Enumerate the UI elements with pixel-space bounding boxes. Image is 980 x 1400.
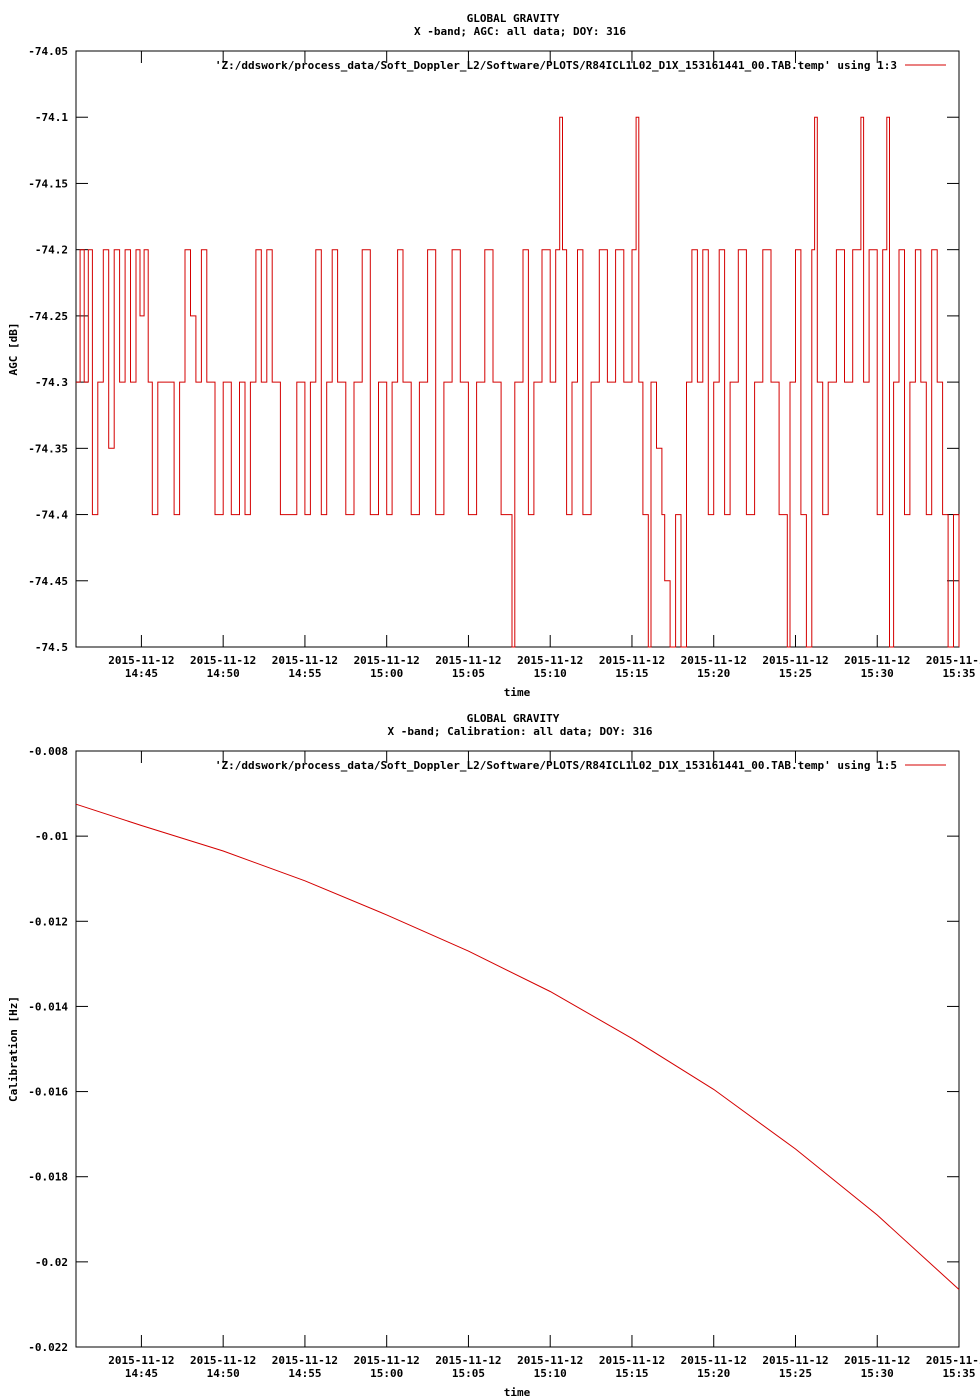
y-tick-label: -0.02 (35, 1256, 68, 1269)
agc-plot-frame (75, 50, 960, 648)
x-tick-time: 15:00 (370, 1367, 403, 1380)
x-tick-time: 14:55 (288, 667, 321, 680)
agc-legend-label: 'Z:/ddswork/process_data/Soft_Doppler_L2… (215, 59, 897, 72)
y-tick-label: -0.012 (28, 915, 68, 928)
y-tick-label: -74.3 (35, 376, 68, 389)
x-tick-time: 15:20 (697, 667, 730, 680)
x-tick-date: 2015-11-12 (681, 654, 747, 667)
x-tick-time: 15:25 (779, 667, 812, 680)
x-tick-time: 14:50 (207, 667, 240, 680)
x-tick-date: 2015-11-12 (517, 654, 583, 667)
x-tick-time: 15:00 (370, 667, 403, 680)
x-tick-date: 2015-11-12 (926, 654, 980, 667)
y-tick-label: -0.014 (28, 1000, 68, 1013)
agc-chart-title: GLOBAL GRAVITY (467, 12, 560, 25)
x-tick-time: 15:20 (697, 1367, 730, 1380)
x-tick-date: 2015-11-12 (108, 1354, 174, 1367)
x-tick-time: 14:45 (125, 667, 158, 680)
calibration-x-axis-label: time (504, 1386, 531, 1399)
x-tick-date: 2015-11-12 (272, 654, 338, 667)
calibration-chart: GLOBAL GRAVITY X -band; Calibration: all… (7, 712, 980, 1399)
agc-series-line (76, 116, 960, 648)
x-tick-date: 2015-11-12 (354, 654, 420, 667)
y-tick-label: -0.008 (28, 745, 68, 758)
x-tick-date: 2015-11-12 (517, 1354, 583, 1367)
y-tick-label: -0.016 (28, 1086, 68, 1099)
y-tick-label: -74.45 (28, 575, 68, 588)
y-tick-label: -74.1 (35, 111, 68, 124)
x-tick-date: 2015-11-12 (844, 654, 910, 667)
x-tick-time: 14:50 (207, 1367, 240, 1380)
y-tick-label: -74.15 (28, 177, 68, 190)
x-tick-time: 15:30 (861, 1367, 894, 1380)
x-tick-date: 2015-11-12 (354, 1354, 420, 1367)
x-tick-time: 15:25 (779, 1367, 812, 1380)
x-tick-date: 2015-11-12 (435, 654, 501, 667)
x-tick-date: 2015-11-12 (762, 1354, 828, 1367)
x-tick-date: 2015-11-12 (599, 1354, 665, 1367)
calibration-series-line (75, 803, 960, 1290)
agc-y-axis: -74.05 -74.1 -74.15 -74.2 -74.25 -74.3 -74.35 -… (28, 45, 959, 654)
agc-chart: GLOBAL GRAVITY X -band; AGC: all data; D… (7, 12, 980, 699)
x-tick-time: 15:35 (942, 667, 975, 680)
y-tick-label: -0.022 (28, 1341, 68, 1354)
calibration-plot-frame (75, 750, 960, 1348)
y-tick-label: -74.05 (28, 45, 68, 58)
calibration-x-axis: 2015-11-1214:452015-11-1214:502015-11-12… (108, 751, 980, 1380)
calibration-y-axis: -0.008 -0.01 -0.012 -0.014 -0.016 -0.018 -0.02… (28, 745, 959, 1354)
y-tick-label: -74.35 (28, 442, 68, 455)
y-tick-label: -74.2 (35, 244, 68, 257)
calibration-legend-label: 'Z:/ddswork/process_data/Soft_Doppler_L2… (215, 759, 897, 772)
calibration-chart-subtitle: X -band; Calibration: all data; DOY: 316 (388, 725, 653, 738)
agc-x-axis-label: time (504, 686, 531, 699)
x-tick-date: 2015-11-12 (681, 1354, 747, 1367)
agc-y-axis-label: AGC [dB] (7, 323, 20, 376)
agc-x-axis: 2015-11-1214:452015-11-1214:502015-11-12… (108, 51, 980, 680)
x-tick-time: 14:55 (288, 1367, 321, 1380)
x-tick-time: 15:10 (534, 667, 567, 680)
x-tick-time: 15:35 (942, 1367, 975, 1380)
x-tick-date: 2015-11-12 (272, 1354, 338, 1367)
x-tick-date: 2015-11-12 (108, 654, 174, 667)
x-tick-time: 15:05 (452, 1367, 485, 1380)
x-tick-time: 15:05 (452, 667, 485, 680)
x-tick-time: 15:30 (861, 667, 894, 680)
calibration-chart-title: GLOBAL GRAVITY (467, 712, 560, 725)
y-tick-label: -74.25 (28, 310, 68, 323)
x-tick-time: 15:10 (534, 1367, 567, 1380)
x-tick-time: 14:45 (125, 1367, 158, 1380)
x-tick-date: 2015-11-12 (599, 654, 665, 667)
x-tick-date: 2015-11-12 (844, 1354, 910, 1367)
x-tick-time: 15:15 (615, 667, 648, 680)
agc-chart-subtitle: X -band; AGC: all data; DOY: 316 (414, 25, 626, 38)
x-tick-time: 15:15 (615, 1367, 648, 1380)
y-tick-label: -74.5 (35, 641, 68, 654)
y-tick-label: -74.4 (35, 509, 68, 522)
y-tick-label: -0.01 (35, 830, 68, 843)
x-tick-date: 2015-11-12 (190, 654, 256, 667)
x-tick-date: 2015-11-12 (435, 1354, 501, 1367)
x-tick-date: 2015-11-12 (762, 654, 828, 667)
calibration-y-axis-label: Calibration [Hz] (7, 996, 20, 1102)
y-tick-label: -0.018 (28, 1171, 68, 1184)
x-tick-date: 2015-11-12 (926, 1354, 980, 1367)
x-tick-date: 2015-11-12 (190, 1354, 256, 1367)
